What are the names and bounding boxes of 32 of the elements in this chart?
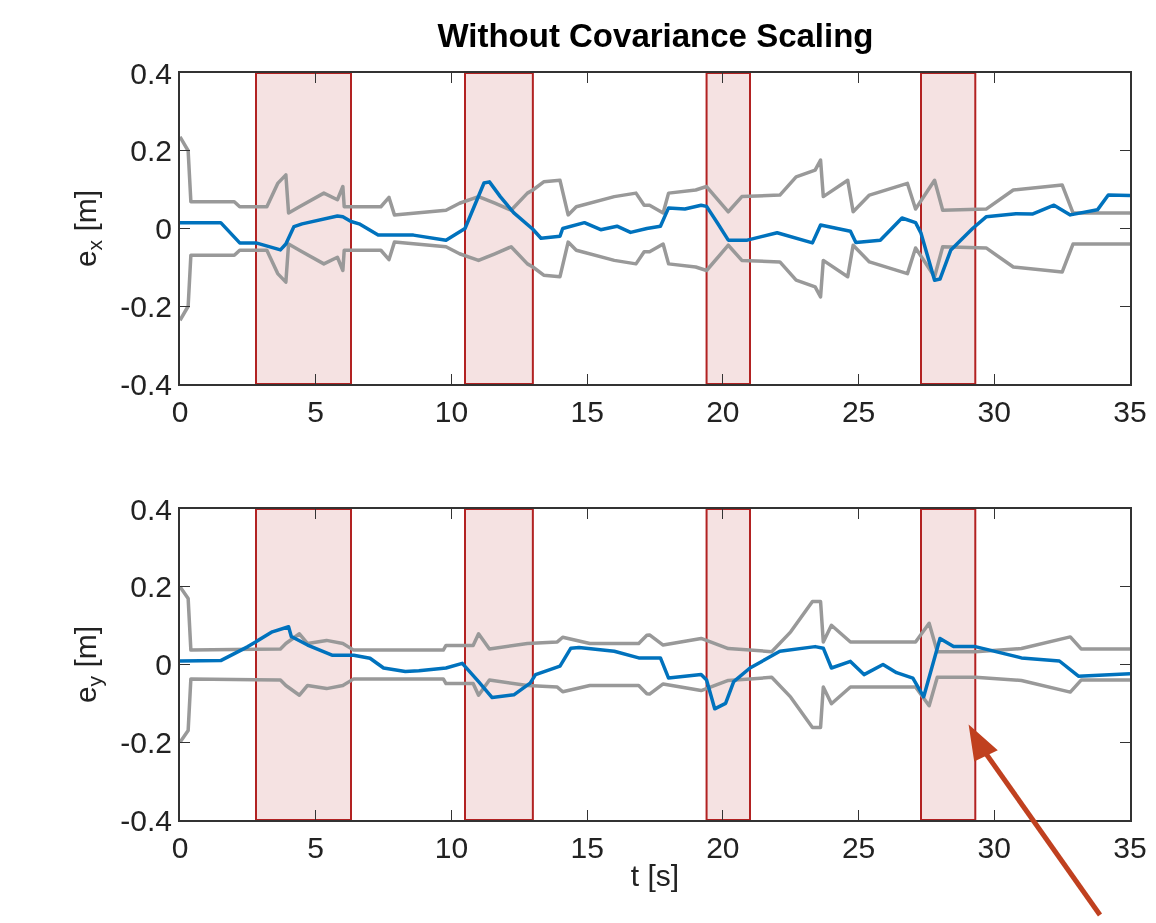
y-tick-label: 0.2 — [130, 570, 172, 604]
x-tick-label: 5 — [307, 831, 325, 864]
line-series — [180, 675, 1130, 744]
x-tick-label: 35 — [1113, 395, 1147, 428]
x-tick-label: 25 — [841, 831, 876, 864]
chart-title: Without Covariance Scaling — [437, 16, 874, 54]
line-series — [180, 180, 1130, 282]
x-tick-label: 20 — [706, 395, 740, 428]
x-tick-label: 5 — [307, 395, 325, 428]
y-tick-label: 0.4 — [130, 492, 172, 526]
x-tick-label: 25 — [841, 395, 876, 428]
x-tick-label: 30 — [977, 395, 1011, 428]
y-tick-label: -0.2 — [120, 725, 172, 759]
x-tick-label: 15 — [570, 395, 604, 428]
line-series — [180, 625, 1130, 711]
x-tick-label: 35 — [1113, 831, 1147, 864]
line-series — [180, 585, 1130, 654]
y-tick-label: 0 — [155, 212, 172, 245]
x-tick-label: 30 — [977, 831, 1011, 864]
y-tick-label: 0.2 — [130, 134, 172, 168]
x-axis-title: t [s] — [630, 859, 680, 892]
line-series — [180, 135, 1130, 217]
x-tick-label: 20 — [706, 831, 740, 864]
y-tick-label: 0.4 — [130, 56, 172, 90]
y-tick-label: 0 — [155, 648, 172, 681]
x-tick-label: 10 — [434, 395, 469, 428]
x-tick-label: 10 — [434, 831, 469, 864]
y-tick-label: -0.4 — [120, 803, 172, 837]
y-tick-label: -0.2 — [120, 289, 172, 323]
y-tick-label: -0.4 — [120, 367, 172, 401]
line-series — [180, 240, 1130, 322]
x-tick-label: 15 — [570, 831, 604, 864]
